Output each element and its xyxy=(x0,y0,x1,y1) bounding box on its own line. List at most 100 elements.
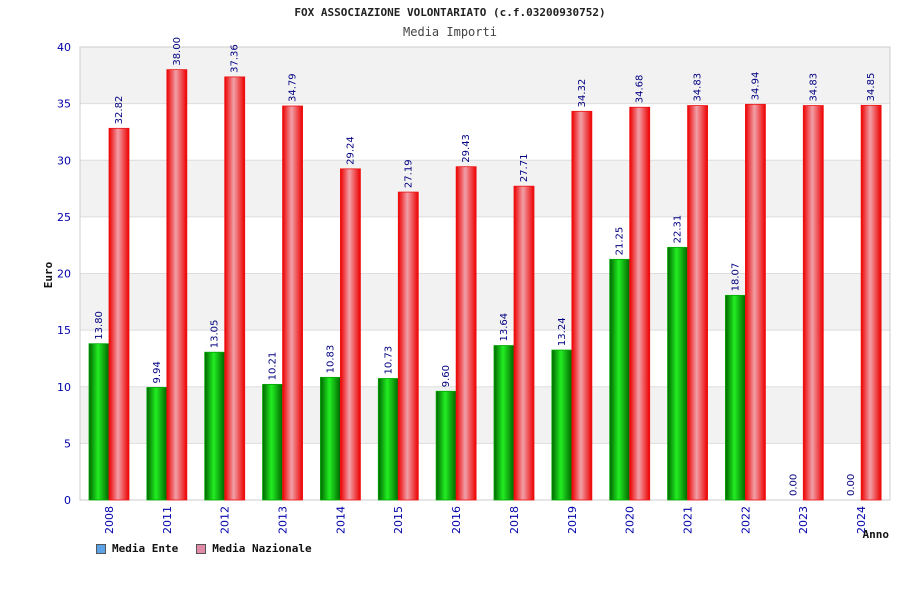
value-label: 13.24 xyxy=(557,317,568,346)
bar-media-nazionale xyxy=(340,168,361,501)
value-label: 18.07 xyxy=(730,263,741,292)
value-label: 34.94 xyxy=(750,72,761,101)
value-label: 13.80 xyxy=(94,311,105,340)
value-label: 32.82 xyxy=(114,96,125,125)
legend-swatch-ente xyxy=(96,543,106,554)
value-label: 34.83 xyxy=(808,73,819,102)
bar-media-nazionale xyxy=(745,103,766,501)
bar-media-ente xyxy=(377,378,399,501)
bar-media-nazionale xyxy=(629,106,651,501)
plot-border xyxy=(79,46,891,501)
legend: Media Ente Media Nazionale xyxy=(96,542,312,555)
x-tick-label: 2008 xyxy=(103,506,116,534)
value-label: 21.25 xyxy=(615,227,626,256)
x-tick-label: 2014 xyxy=(334,506,347,534)
x-axis-label: Anno xyxy=(863,528,890,541)
value-label: 27.19 xyxy=(403,159,414,188)
value-label: 0.00 xyxy=(788,474,799,496)
bar-media-ente xyxy=(493,345,515,501)
value-labels: 13.80 9.94 13.05 10.21 10.83 10.73 9.60 13.64 13… xyxy=(94,37,877,496)
y-axis-ticks: 0 5 10 15 20 25 30 35 40 xyxy=(57,41,71,507)
x-tick-label: 2020 xyxy=(624,506,637,534)
value-label: 9.60 xyxy=(441,365,452,387)
grid-band xyxy=(80,160,890,217)
x-tick-label: 2016 xyxy=(450,506,463,534)
value-label: 29.24 xyxy=(345,136,356,165)
grid-band xyxy=(80,330,890,387)
value-label: 0.00 xyxy=(846,474,857,496)
x-tick-label: 2011 xyxy=(161,506,174,534)
bar-media-nazionale xyxy=(397,191,419,501)
value-label: 34.32 xyxy=(577,79,588,108)
legend-item-nazionale: Media Nazionale xyxy=(196,542,312,555)
y-tick-label: 40 xyxy=(57,41,71,54)
y-tick-label: 30 xyxy=(57,154,71,167)
x-tick-label: 2018 xyxy=(508,506,521,534)
bar-media-nazionale xyxy=(513,185,535,501)
grid-band xyxy=(80,443,890,500)
grid-band xyxy=(80,103,890,161)
bar-media-ente xyxy=(551,349,573,501)
grid-band xyxy=(80,386,890,444)
bar-media-ente xyxy=(88,343,110,501)
chart-title: FOX ASSOCIAZIONE VOLONTARIATO (c.f.03200… xyxy=(294,6,606,19)
x-tick-label: 2022 xyxy=(739,506,752,534)
bar-media-ente xyxy=(609,258,631,501)
legend-item-ente: Media Ente xyxy=(96,542,178,555)
y-tick-label: 15 xyxy=(57,324,71,337)
y-tick-label: 0 xyxy=(64,494,71,507)
y-tick-label: 25 xyxy=(57,211,71,224)
x-tick-label: 2012 xyxy=(219,506,232,534)
x-tick-label: 2024 xyxy=(855,506,868,534)
bar-media-ente xyxy=(146,387,168,501)
chart-subtitle: Media Importi xyxy=(403,25,497,39)
value-label: 37.36 xyxy=(230,44,241,73)
grid-band xyxy=(80,47,890,104)
bar-media-nazionale xyxy=(802,105,824,501)
value-label: 10.21 xyxy=(268,352,279,381)
y-tick-label: 10 xyxy=(57,381,71,394)
y-tick-label: 35 xyxy=(57,98,71,111)
legend-label-nazionale: Media Nazionale xyxy=(212,542,312,555)
bar-media-nazionale xyxy=(455,166,477,501)
value-label: 34.68 xyxy=(635,75,646,104)
bar-media-nazionale xyxy=(108,127,130,501)
bar-media-ente xyxy=(725,294,746,501)
bar-media-nazionale xyxy=(571,110,593,501)
value-label: 9.94 xyxy=(152,361,163,383)
value-label: 34.83 xyxy=(693,73,704,102)
value-label: 38.00 xyxy=(172,37,183,66)
x-tick-label: 2015 xyxy=(392,506,405,534)
grid-band xyxy=(80,273,890,331)
value-label: 13.05 xyxy=(210,320,221,349)
bar-media-ente xyxy=(320,376,341,501)
value-label: 10.73 xyxy=(383,346,394,375)
value-label: 10.83 xyxy=(325,345,336,374)
legend-swatch-nazionale xyxy=(196,543,207,554)
bar-media-ente xyxy=(435,390,457,501)
bar-media-nazionale xyxy=(860,104,882,501)
value-label: 34.79 xyxy=(288,73,299,102)
y-tick-label: 20 xyxy=(57,268,71,281)
bar-media-nazionale xyxy=(166,69,188,501)
x-tick-label: 2021 xyxy=(682,506,695,534)
bars xyxy=(88,69,882,501)
value-label: 34.85 xyxy=(866,73,877,102)
bar-media-nazionale xyxy=(687,105,708,501)
bar-media-nazionale xyxy=(224,76,246,501)
value-label: 29.43 xyxy=(461,134,472,163)
bar-media-ente xyxy=(667,246,688,501)
x-axis-ticks: 2008 2011 2012 2013 2014 2015 2016 2018 2019 2020… xyxy=(103,506,868,534)
grid-band xyxy=(80,216,890,274)
value-label: 13.64 xyxy=(499,313,510,342)
grid-bands xyxy=(80,46,890,501)
bar-media-ente xyxy=(204,351,226,501)
value-label: 22.31 xyxy=(673,215,684,244)
x-tick-label: 2023 xyxy=(797,506,810,534)
bar-media-nazionale xyxy=(282,105,303,501)
plot-frame xyxy=(79,46,891,501)
bar-media-ente xyxy=(262,383,283,501)
x-tick-label: 2013 xyxy=(277,506,290,534)
x-tick-label: 2019 xyxy=(566,506,579,534)
